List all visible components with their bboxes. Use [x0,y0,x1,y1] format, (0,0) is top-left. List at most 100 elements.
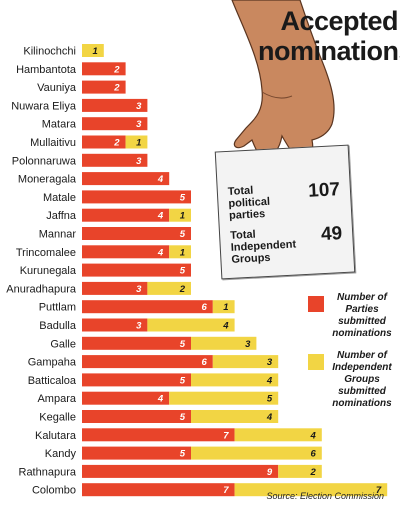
bar-parties-moneragala [82,172,170,186]
bar-parties-kalutara [82,428,235,442]
category-label-gampaha: Gampaha [28,357,77,369]
category-label-rathnapura: Rathnapura [19,466,77,478]
category-label-matara: Matara [42,119,77,131]
bar-parties-badulla [82,318,148,332]
category-label-jaffna: Jaffna [46,210,77,222]
value-label-parties-galle: 5 [180,339,186,350]
legend-swatch-parties [308,296,324,312]
category-label-badulla: Badulla [39,320,77,332]
value-label-parties-trincomalee: 4 [157,247,164,258]
value-label-groups-galle: 3 [245,339,251,350]
category-label-mullaitivu: Mullaitivu [30,137,76,149]
bar-groups-rathnapura [278,464,322,478]
title-line-1: Accepted [280,6,398,36]
bar-groups-ampara [169,391,279,405]
category-label-matale: Matale [43,192,76,204]
value-label-parties-anuradhapura: 3 [136,284,142,295]
category-label-kilinochchi: Kilinochchi [23,46,76,58]
value-label-groups-colombo: 7 [376,485,382,496]
bar-parties-kegalle [82,410,191,423]
value-label-parties-moneragala: 4 [157,174,164,185]
category-label-puttlam: Puttlam [39,302,76,314]
groups-total-label: Total Independent Groups [229,228,297,266]
bar-groups-kalutara [234,428,322,442]
bar-parties-colombo [82,483,235,497]
value-label-groups-puttlam: 1 [223,302,228,313]
bar-groups-colombo [234,483,388,497]
legend-label-parties: Number of Parties submitted nominations [332,292,392,339]
value-label-parties-matara: 3 [136,119,142,130]
category-label-kandy: Kandy [45,448,77,460]
category-label-trincomalee: Trincomalee [16,247,76,259]
value-label-groups-rathnapura: 2 [310,467,317,478]
bar-groups-kilinochchi [82,44,104,57]
legend-swatch-groups [308,354,324,370]
bar-parties-nuwara-eliya [82,98,148,112]
bar-groups-gampaha [212,355,279,369]
bar-parties-matale [82,190,191,204]
category-label-hambantota: Hambantota [16,64,77,76]
parties-total-value: 107 [307,179,341,202]
title-line-2: nominations [258,36,400,66]
category-label-colombo: Colombo [32,485,76,497]
value-label-parties-mannar: 5 [180,229,186,240]
groups-total-row: Total Independent Groups 49 [229,223,350,266]
bar-groups-batticaloa [191,373,279,387]
bar-parties-mullaitivu [82,135,126,149]
bar-groups-trincomalee [169,245,191,259]
bar-parties-kurunegala [82,263,191,277]
source-note: Source: Election Commission [266,491,384,501]
bar-groups-kegalle [191,410,279,423]
value-label-parties-batticaloa: 5 [180,375,186,386]
bar-parties-gampaha [82,355,213,369]
bar-groups-anuradhapura [147,281,191,295]
bar-parties-kandy [82,446,191,460]
value-label-groups-gampaha: 3 [267,357,273,368]
value-label-parties-kalutara: 7 [223,430,229,441]
category-label-nuwara-eliya: Nuwara Eliya [11,100,77,112]
value-label-groups-kegalle: 4 [266,412,273,423]
chart-title: Accepted nominations [258,6,400,66]
value-label-parties-polonnaruwa: 3 [136,156,142,167]
value-label-parties-colombo: 7 [223,485,229,496]
totals-card: Total political parties 107 Total Indepe… [214,144,356,280]
bar-parties-vauniya [82,80,126,94]
value-label-groups-badulla: 4 [222,321,229,332]
category-label-mannar: Mannar [39,229,77,241]
bar-groups-badulla [147,318,235,332]
bar-parties-matara [82,117,148,131]
value-label-groups-jaffna: 1 [180,211,185,222]
bar-groups-puttlam [212,300,235,314]
parties-total-row: Total political parties 107 [228,179,348,222]
value-label-groups-kilinochchi: 1 [93,46,98,57]
value-label-groups-kandy: 6 [311,449,317,460]
value-label-parties-kegalle: 5 [180,412,186,423]
bar-parties-hambantota [82,62,126,76]
value-label-groups-batticaloa: 4 [266,375,273,386]
value-label-parties-puttlam: 6 [202,302,208,313]
category-label-anuradhapura: Anuradhapura [6,283,77,295]
bars-layer: Kilinochchi 1 Hambantota 2 Vauniya 2 Nuwara El… [6,44,388,497]
value-label-parties-badulla: 3 [136,321,142,332]
bar-parties-puttlam [82,300,213,314]
bar-groups-mullaitivu [125,135,148,149]
bar-groups-jaffna [169,208,191,222]
category-label-ampara: Ampara [37,393,76,405]
legend-label-groups: Number of Independent Groups submitted n… [332,350,392,409]
bar-parties-ampara [82,391,170,405]
bar-groups-galle [191,336,257,350]
bar-parties-jaffna [82,208,170,222]
bar-parties-mannar [82,227,191,240]
value-label-groups-kalutara: 4 [310,430,317,441]
category-label-kalutara: Kalutara [35,430,77,442]
value-label-groups-anuradhapura: 2 [179,284,186,295]
value-label-parties-vauniya: 2 [113,83,120,94]
value-label-parties-gampaha: 6 [202,357,208,368]
value-label-parties-kandy: 5 [180,449,186,460]
category-label-vauniya: Vauniya [37,82,77,94]
category-label-galle: Galle [50,338,76,350]
bar-parties-polonnaruwa [82,153,148,167]
hand-illustration [231,0,335,165]
value-label-parties-nuwara-eliya: 3 [136,101,142,112]
value-label-groups-trincomalee: 1 [180,247,185,258]
